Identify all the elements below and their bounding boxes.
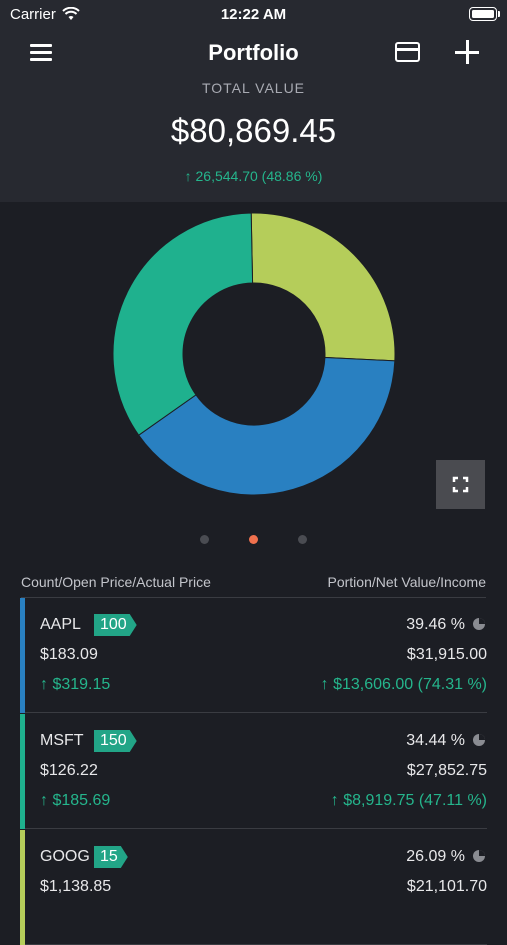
- holding-net-value: $21,101.70: [406, 878, 487, 895]
- menu-icon[interactable]: [30, 44, 52, 62]
- row-divider: [25, 712, 487, 713]
- page-dot-1[interactable]: [200, 535, 209, 544]
- expand-icon[interactable]: [436, 460, 485, 509]
- holding-symbol: MSFT: [40, 732, 84, 749]
- holding-income: ↑ $13,606.00 (74.31 %): [320, 676, 487, 693]
- total-value-label: TOTAL VALUE: [201, 80, 306, 96]
- holding-open-price: $183.09: [40, 646, 98, 663]
- holding-row[interactable]: AAPL 100 $183.09 ↑ $319.15 39.46 % $31,915.00…: [20, 598, 487, 713]
- donut-slice-goog[interactable]: [250, 212, 396, 362]
- status-left: Carrier: [10, 6, 80, 23]
- total-value: $80,869.45: [170, 112, 337, 149]
- row-divider: [25, 828, 487, 829]
- holding-row[interactable]: MSFT 150 $126.22 ↑ $185.69 34.44 % $27,852.75…: [20, 714, 487, 829]
- holding-count-badge: 150: [94, 730, 137, 752]
- total-change: ↑ 26,544.70 (48.86 %): [184, 168, 323, 184]
- page-dot-3[interactable]: [298, 535, 307, 544]
- battery-icon: [469, 7, 500, 21]
- holding-income: ↑ $8,919.75 (47.11 %): [330, 792, 487, 809]
- holding-symbol: AAPL: [40, 616, 81, 633]
- holding-portion: 39.46 %: [406, 616, 465, 633]
- donut-slice-msft[interactable]: [112, 212, 254, 436]
- pie-icon: [473, 850, 485, 862]
- chart-area: [0, 202, 507, 557]
- holding-price-change: ↑ $319.15: [40, 676, 111, 693]
- donut-slice-aapl[interactable]: [138, 356, 396, 496]
- holding-color-bar: [20, 598, 25, 713]
- list-header-left: Count/Open Price/Actual Price: [21, 574, 211, 590]
- status-time: 12:22 AM: [220, 6, 287, 23]
- holding-color-bar: [20, 714, 25, 829]
- list-header: Count/Open Price/Actual Price Portion/Ne…: [21, 574, 486, 590]
- page-indicator[interactable]: [0, 535, 507, 544]
- holding-count-badge: 100: [94, 614, 137, 636]
- holding-count-badge: 15: [94, 846, 128, 868]
- holding-portion: 26.09 %: [406, 848, 465, 865]
- pie-icon: [473, 734, 485, 746]
- add-icon[interactable]: [455, 40, 479, 64]
- list-header-divider: [21, 597, 486, 598]
- holding-portion: 34.44 %: [406, 732, 465, 749]
- status-right: [469, 7, 500, 21]
- pie-icon: [473, 618, 485, 630]
- holding-row[interactable]: GOOG 15 $1,138.85 26.09 % $21,101.70: [20, 830, 487, 945]
- list-header-right: Portion/Net Value/Income: [327, 574, 487, 590]
- card-icon[interactable]: [395, 42, 420, 62]
- page-title: Portfolio: [208, 40, 299, 65]
- holding-open-price: $1,138.85: [40, 878, 112, 895]
- portfolio-donut-chart[interactable]: [112, 212, 396, 496]
- holding-symbol: GOOG: [40, 848, 90, 865]
- holding-price-change: ↑ $185.69: [40, 792, 111, 809]
- holding-net-value: $31,915.00: [406, 646, 487, 663]
- page-dot-2[interactable]: [249, 535, 258, 544]
- holding-color-bar: [20, 830, 25, 945]
- holding-net-value: $27,852.75: [406, 762, 487, 779]
- portfolio-header: Portfolio TOTAL VALUE $80,869.45 ↑ 26,54…: [0, 28, 507, 202]
- status-bar: Carrier 12:22 AM: [0, 0, 507, 28]
- carrier-label: Carrier: [10, 5, 56, 23]
- wifi-icon: [62, 7, 80, 20]
- holding-open-price: $126.22: [40, 762, 98, 779]
